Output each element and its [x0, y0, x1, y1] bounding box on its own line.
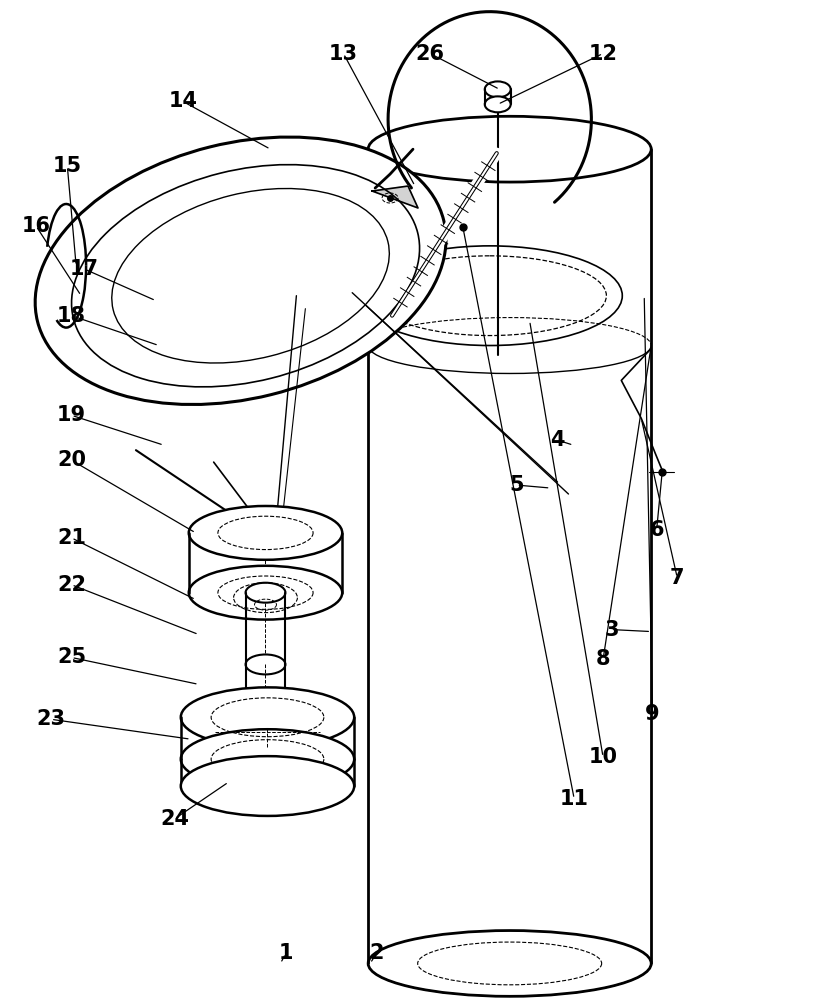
- Text: 9: 9: [645, 704, 660, 724]
- Ellipse shape: [181, 756, 354, 816]
- Ellipse shape: [485, 81, 511, 97]
- Text: 4: 4: [551, 430, 565, 450]
- Text: 18: 18: [57, 306, 86, 326]
- Text: 7: 7: [670, 568, 685, 588]
- Ellipse shape: [368, 931, 651, 996]
- Ellipse shape: [246, 583, 285, 603]
- Polygon shape: [372, 186, 418, 208]
- Ellipse shape: [181, 729, 354, 789]
- Text: 14: 14: [168, 91, 197, 111]
- Text: 12: 12: [589, 44, 618, 64]
- Text: 17: 17: [69, 259, 98, 279]
- Text: 23: 23: [36, 709, 65, 729]
- Text: 15: 15: [53, 156, 82, 176]
- Ellipse shape: [485, 96, 511, 112]
- Text: 2: 2: [369, 943, 384, 963]
- Text: 24: 24: [160, 809, 189, 829]
- Text: 3: 3: [604, 620, 619, 640]
- Ellipse shape: [181, 687, 354, 747]
- Ellipse shape: [246, 654, 285, 674]
- Text: 16: 16: [22, 216, 50, 236]
- Ellipse shape: [189, 506, 342, 560]
- Text: 10: 10: [589, 747, 618, 767]
- Text: 19: 19: [57, 405, 86, 425]
- Text: 26: 26: [415, 44, 444, 64]
- Text: 5: 5: [509, 475, 523, 495]
- Text: 6: 6: [649, 520, 664, 540]
- Text: 20: 20: [57, 450, 86, 470]
- Text: 25: 25: [57, 647, 86, 667]
- Text: 21: 21: [57, 528, 86, 548]
- Text: 8: 8: [595, 649, 610, 669]
- Text: 11: 11: [560, 789, 589, 809]
- Text: 1: 1: [279, 943, 293, 963]
- Ellipse shape: [36, 137, 446, 405]
- Text: 13: 13: [329, 44, 358, 64]
- Ellipse shape: [189, 566, 342, 620]
- Text: 22: 22: [57, 575, 86, 595]
- Ellipse shape: [368, 116, 651, 182]
